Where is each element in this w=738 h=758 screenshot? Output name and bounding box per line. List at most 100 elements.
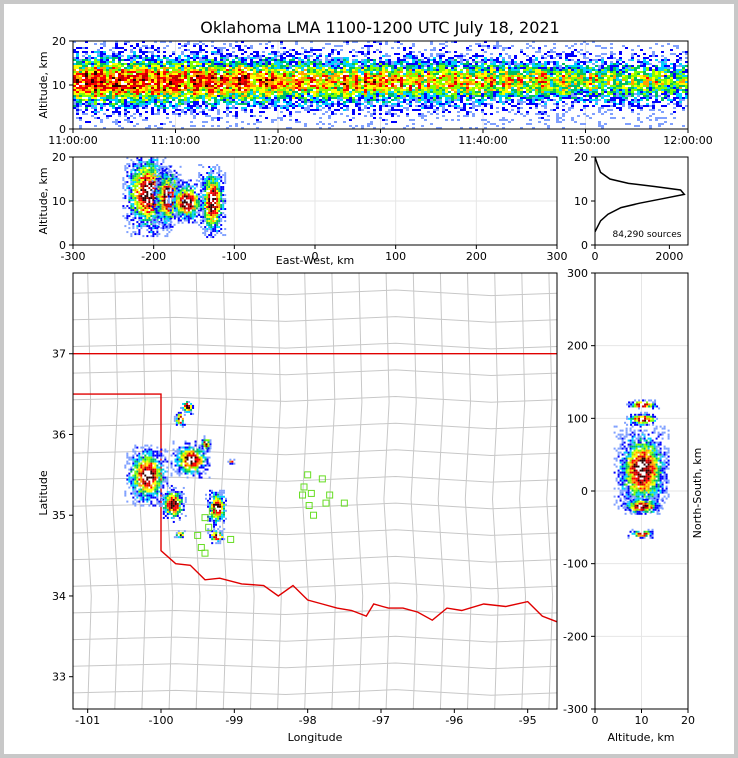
density-cell [382,97,385,99]
density-cell [214,89,217,91]
density-cell [514,89,517,91]
density-cell [433,57,436,59]
density-cell [409,87,412,89]
density-cell [412,95,415,97]
density-cell [94,105,97,107]
density-cell [100,103,103,105]
density-cell [619,85,622,87]
density-cell [619,93,622,95]
density-cell [385,103,388,105]
density-cell [232,101,235,103]
density-cell [121,71,124,73]
density-cell [499,97,502,99]
density-cell [559,93,562,95]
density-cell [487,95,490,97]
density-cell [103,61,106,63]
density-cell [502,61,505,63]
density-cell [427,71,430,73]
density-cell [472,81,475,83]
density-cell [394,63,397,65]
density-cell [85,121,88,123]
density-cell [151,61,154,63]
density-cell [100,65,103,67]
density-cell [598,73,601,75]
density-cell [577,79,580,81]
density-cell [319,75,322,77]
density-cell [607,81,610,83]
density-cell [610,61,613,63]
density-cell [442,85,445,87]
density-cell [205,75,208,77]
density-cell [439,85,442,87]
density-cell [421,71,424,73]
density-cell [409,55,412,57]
density-cell [175,59,178,61]
density-cell [532,73,535,75]
density-cell [187,61,190,63]
density-cell [196,99,199,101]
density-cell [232,61,235,63]
density-cell [526,89,529,91]
density-cell [622,101,625,103]
density-cell [478,87,481,89]
density-cell [244,67,247,69]
density-cell [514,95,517,97]
density-cell [280,63,283,65]
density-cell [607,105,610,107]
density-cell [622,95,625,97]
density-cell [127,57,130,59]
density-cell [97,83,100,85]
density-cell [304,57,307,59]
density-cell [178,99,181,101]
density-cell [544,81,547,83]
density-cell [262,75,265,77]
density-cell [313,85,316,87]
density-cell [76,67,79,69]
density-cell [178,83,181,85]
density-cell [112,81,115,83]
density-cell [121,105,124,107]
density-cell [505,93,508,95]
density-cell [556,81,559,83]
density-cell [109,71,112,73]
density-cell [424,63,427,65]
density-cell [226,107,229,109]
density-cell [601,75,604,77]
density-cell [490,85,493,87]
density-cell [571,55,574,57]
density-cell [298,73,301,75]
density-cell [502,81,505,83]
density-cell [553,79,556,81]
density-cell [226,79,229,81]
density-cell [274,55,277,57]
density-cell [151,45,154,47]
density-cell [373,65,376,67]
density-cell [307,71,310,73]
density-cell [259,73,262,75]
density-cell [484,85,487,87]
density-cell [307,111,310,113]
density-cell [628,65,631,67]
density-cell [223,91,226,93]
density-cell [307,63,310,65]
density-cell [433,61,436,63]
density-cell [76,77,79,79]
density-cell [151,111,154,113]
density-cell [511,45,514,47]
density-cell [562,69,565,71]
density-cell [286,109,289,111]
density-cell [346,95,349,97]
density-cell [595,103,598,105]
density-cell [187,101,190,103]
density-cell [403,95,406,97]
density-cell [277,117,280,119]
density-cell [172,73,175,75]
density-cell [301,47,304,49]
density-cell [475,109,478,111]
density-cell [502,95,505,97]
density-cell [595,75,598,77]
density-cell [484,83,487,85]
density-cell [157,91,160,93]
density-cell [604,105,607,107]
density-cell [451,59,454,61]
